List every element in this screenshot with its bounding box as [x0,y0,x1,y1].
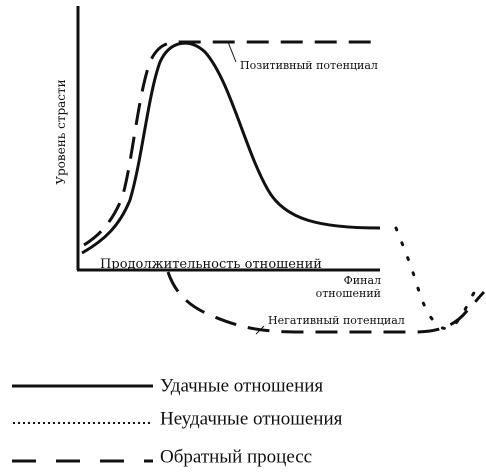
y-axis-label: Уровень страсти [54,79,68,184]
positive-potential-annotation: Позитивный потенциал [240,59,378,72]
successful-relationship-curve [81,41,381,255]
reverse-process-negative-curve [166,271,486,334]
unsuccessful-relationship-curve [394,226,482,330]
legend-successful-label: Удачные отношения [160,375,323,396]
negative-potential-annotation: Негативный потенциал [268,314,405,327]
x-end-label-line2: отношений [316,287,381,300]
x-end-label-line1: Финал [344,274,381,287]
legend-unsuccessful-label: Неудачные отношения [160,408,343,429]
legend-reverse-label: Обратный процесс [160,446,312,467]
reverse-process-positive-curve [83,40,380,247]
positive-potential-leader [227,41,237,63]
x-axis-label: Продолжительность отношений [100,257,322,272]
legend: Удачные отношения Неудачные отношения Об… [12,375,343,467]
negative-potential-leader [255,325,265,335]
